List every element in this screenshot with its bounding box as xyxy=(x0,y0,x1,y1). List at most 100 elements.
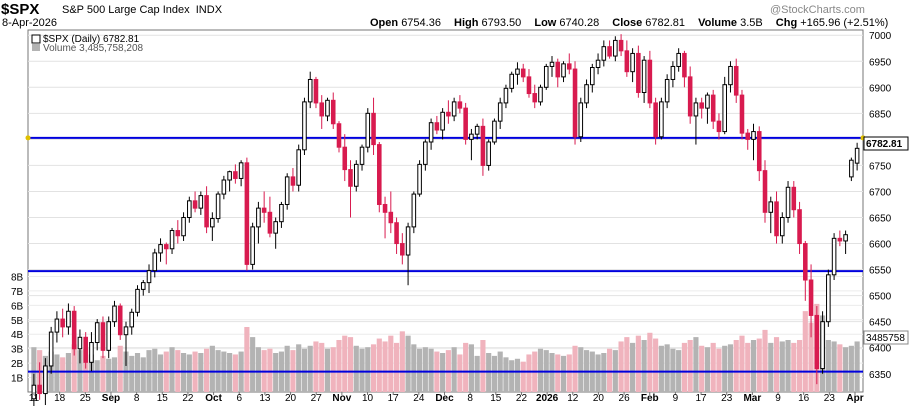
candle-body xyxy=(106,321,112,351)
price-axis: 6350640064506500655066006650670067506800… xyxy=(869,31,892,381)
price-tick-label: 6900 xyxy=(869,83,892,94)
date-tick-label: 17 xyxy=(388,393,400,404)
candle-body xyxy=(641,59,647,94)
candle-body xyxy=(814,314,820,370)
candle-body xyxy=(837,237,843,242)
date-tick-label: Feb xyxy=(641,393,659,404)
price-tick-label: 6450 xyxy=(869,318,892,329)
volume-tick-label: 5B xyxy=(11,316,24,327)
price-tick-label: 6950 xyxy=(869,57,892,68)
volume-bar xyxy=(796,340,803,392)
date-tick-label: 23 xyxy=(824,393,836,404)
date-tick-label: 22 xyxy=(516,393,528,404)
date-tick-label: 16 xyxy=(798,393,810,404)
date-tick-label: 9 xyxy=(673,393,679,404)
volume-bar xyxy=(405,335,411,392)
volume-bar xyxy=(773,337,780,392)
volume-bar xyxy=(848,345,854,392)
candle-body xyxy=(693,102,699,117)
candle-body xyxy=(434,122,440,131)
candle-body xyxy=(313,78,319,104)
candle-body xyxy=(670,65,676,80)
volume-bar xyxy=(704,347,711,392)
line-anchor-left xyxy=(25,135,31,141)
candle-body xyxy=(302,101,307,151)
price-tick-label: 7000 xyxy=(869,31,892,42)
candle-body xyxy=(377,144,382,205)
candle-body xyxy=(463,107,468,140)
volume-bar xyxy=(244,327,250,392)
date-tick-label: 2026 xyxy=(536,393,559,404)
date-tick-label: 22 xyxy=(182,393,194,404)
date-tick-label: 20 xyxy=(593,393,605,404)
volume-bar xyxy=(111,357,118,392)
candle-body xyxy=(659,101,664,138)
quote-date: 8-Apr-2026 xyxy=(2,17,58,29)
volume-tick-label: 8B xyxy=(11,272,24,283)
volume-bar xyxy=(463,342,469,392)
candle-body xyxy=(112,305,117,323)
date-tick-label: 24 xyxy=(413,393,425,404)
volume-bar xyxy=(417,348,423,392)
volume-bar xyxy=(722,345,728,392)
candle-body xyxy=(158,244,163,254)
candle-body xyxy=(739,94,745,134)
volume-bar xyxy=(60,357,66,392)
volume-bar xyxy=(296,344,302,392)
candle-body xyxy=(630,52,635,73)
candle-body xyxy=(371,112,376,146)
legend-volume: Volume 3,485,758,208 xyxy=(43,43,144,54)
date-tick-label: 27 xyxy=(311,393,323,404)
candle-body xyxy=(566,63,572,70)
volume-bar xyxy=(670,348,676,392)
volume-bar xyxy=(457,354,463,392)
volume-label: Volume xyxy=(698,17,738,29)
date-tick-label: 15 xyxy=(157,393,169,404)
candle-body xyxy=(676,52,681,67)
candle-body xyxy=(330,99,336,125)
candle-body xyxy=(238,162,244,179)
date-tick-label: 18 xyxy=(54,393,66,404)
candle-body xyxy=(192,200,198,209)
price-tick-label: 6700 xyxy=(869,187,892,198)
price-tick-label: 6350 xyxy=(869,370,892,381)
candle-body xyxy=(572,68,578,138)
volume-bar xyxy=(762,329,768,392)
volume-bar xyxy=(359,348,365,392)
candle-body xyxy=(342,146,348,171)
date-tick-label: 11 xyxy=(29,393,40,404)
candle-body xyxy=(733,65,739,96)
candlesticks xyxy=(31,34,860,406)
date-tick-label: 13 xyxy=(259,393,271,404)
candle-body xyxy=(762,170,768,213)
volume-bar xyxy=(854,341,860,392)
candle-body xyxy=(826,274,831,323)
candle-body xyxy=(469,133,474,140)
price-tick-label: 6400 xyxy=(869,344,892,355)
price-tag: 6782.81 xyxy=(863,136,909,151)
candle-body xyxy=(77,336,83,350)
open-label: Open xyxy=(370,17,399,29)
candle-body xyxy=(43,365,48,395)
volume-bar xyxy=(117,345,123,392)
volume-bar xyxy=(94,360,100,392)
volume-tick-label: 1B xyxy=(11,374,24,385)
date-tick-label: 10 xyxy=(362,393,374,404)
candle-body xyxy=(526,76,532,95)
candle-body xyxy=(66,310,71,328)
volume-bar xyxy=(336,340,342,392)
volume-bar xyxy=(693,337,699,392)
candle-body xyxy=(515,68,520,75)
date-tick-label: 12 xyxy=(567,393,579,404)
ohlc-summary: Open 6754.36 High 6793.50 Low 6740.28 Cl… xyxy=(370,17,898,29)
candle-body xyxy=(682,52,687,78)
volume-bar xyxy=(750,340,757,392)
candle-body xyxy=(705,94,710,109)
candle-body xyxy=(146,270,152,284)
volume-bar xyxy=(100,355,106,392)
candle-body xyxy=(319,102,325,117)
candle-body xyxy=(405,226,411,256)
candle-body xyxy=(273,221,278,234)
candle-body xyxy=(446,111,451,117)
